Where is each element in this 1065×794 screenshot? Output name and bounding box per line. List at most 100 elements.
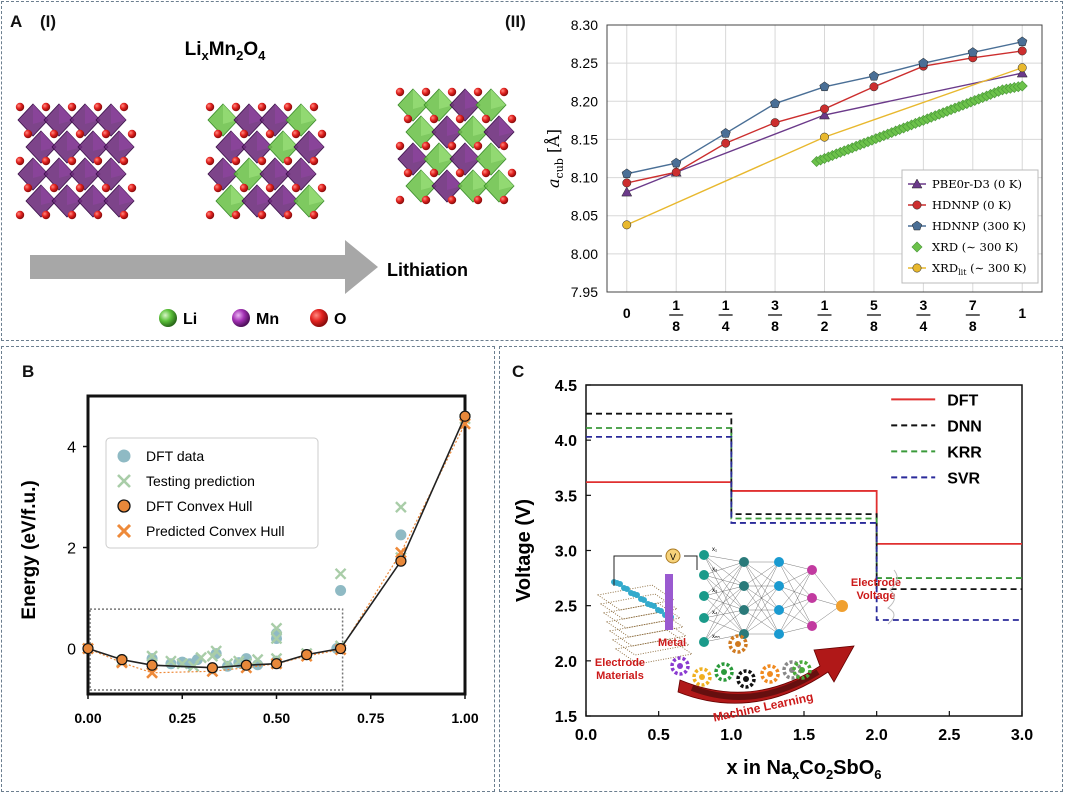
octahedron-face: [41, 185, 56, 205]
y-tick-label: 8.15: [571, 131, 598, 147]
y-axis-label: Voltage (V): [513, 499, 535, 602]
nn-connection: [703, 574, 745, 635]
y-tick-label: 1.5: [555, 709, 577, 726]
octahedron-face: [223, 104, 238, 124]
oxygen-atom: [231, 102, 241, 112]
octahedron-face: [111, 158, 126, 178]
nn-input-label: x₃: [712, 588, 718, 594]
nn-node: [807, 621, 817, 631]
electrode-voltage-label: Voltage: [857, 590, 896, 602]
panel-b: [1, 346, 495, 792]
nn-input-label: xₙₙ: [712, 634, 720, 640]
x-tick-label: 0.25: [169, 710, 196, 726]
oxygen-atom: [205, 156, 215, 166]
legend-item: PBE0r-D3 (0 K): [908, 177, 1022, 191]
octahedron-face: [439, 89, 454, 109]
x-tick-label: 2.5: [938, 727, 960, 744]
legend-label: DFT: [947, 392, 978, 409]
legend-label-main: PBE0r-D3 (0 K): [932, 177, 1022, 191]
octahedron-face: [447, 170, 462, 190]
legend-label-tail: (∼ 300 K): [966, 261, 1026, 275]
crystal-structure-partial: [205, 102, 327, 220]
nn-connection: [743, 609, 780, 635]
x-marker: [334, 567, 347, 580]
oxygen-atom: [119, 156, 129, 166]
gear-hub: [767, 671, 773, 677]
oxygen-atom: [447, 195, 457, 205]
octahedron-face: [85, 104, 100, 124]
legend-item: HDNNP (0 K): [908, 198, 1011, 212]
oxygen-atom: [49, 183, 59, 193]
ion-particle: [624, 586, 630, 592]
x-tick-numerator: 1: [722, 297, 730, 313]
oxygen-atom: [205, 210, 215, 220]
gear-icon: [760, 664, 780, 684]
octahedron-face: [119, 185, 134, 205]
voltage-step-krr: [586, 427, 1022, 579]
data-point: [820, 132, 829, 142]
octahedron-face: [231, 131, 246, 151]
octahedron-face: [257, 131, 272, 151]
voltage-step-dnn: [586, 412, 1022, 591]
gear-icon: [714, 662, 734, 682]
oxygen-atom: [283, 210, 293, 220]
x-tick-label: 1.0: [720, 727, 742, 744]
oxygen-atom: [455, 168, 465, 178]
data-point: [621, 186, 633, 197]
octahedron-face: [93, 131, 108, 151]
series-xrd-300-k-: [811, 80, 1028, 168]
nn-connection: [703, 585, 745, 597]
voltmeter-label: V: [670, 552, 676, 562]
oxygen-atom: [507, 114, 517, 124]
octahedron-face: [465, 89, 480, 109]
legend-item: SVR: [891, 470, 981, 487]
ion-particle: [651, 603, 657, 609]
series-xrd: [622, 63, 1027, 230]
nn-node: [699, 591, 709, 601]
nn-node: [699, 570, 709, 580]
y-tick-label: 2.0: [555, 654, 577, 671]
dft-hull-point: [240, 659, 252, 671]
legend-label-main: XRD (∼ 300 K): [932, 240, 1018, 254]
nn-connection: [743, 561, 780, 635]
oxygen-atom: [473, 87, 483, 97]
octahedron-face: [447, 116, 462, 136]
nn-node: [739, 581, 749, 591]
oxygen-atom: [481, 114, 491, 124]
data-point: [671, 167, 681, 177]
legend-label-sub: lit: [958, 268, 967, 277]
x-tick-label: 1.5: [793, 727, 815, 744]
data-point: [912, 200, 922, 210]
x-tick-numerator: 3: [919, 297, 927, 313]
x-tick-denominator: 8: [870, 318, 878, 334]
dft-hull-point: [270, 658, 283, 670]
nn-connection: [743, 561, 780, 611]
oxygen-atom: [213, 183, 223, 193]
formation-energy-chart: 0.00 0.25 0.50 0.75 1.00 0 2 4 Energy (eV/f.u.) D…: [19, 394, 479, 726]
x-tick-label: 0.5: [648, 727, 670, 744]
nn-node: [739, 605, 749, 615]
y-axis-label-unit: [Å]: [543, 129, 563, 158]
nn-connection: [811, 569, 841, 607]
y-tick-label: 7.95: [571, 284, 598, 300]
panel-a-sub1-label: (I): [40, 12, 57, 31]
lattice-parameter-chart: 7.95 8.00 8.05 8.10 8.15 8.20 8.25 8.30 0 1 8 1 4 3 8 1…: [543, 17, 1043, 334]
o-legend-label: O: [334, 311, 346, 328]
legend-label: Testing prediction: [146, 473, 255, 489]
legend-label: KRR: [947, 444, 982, 461]
series-dft-hull: [82, 410, 471, 674]
x-marker: [146, 650, 158, 662]
legend-label: HDNNP (0 K): [932, 198, 1011, 212]
nn-connection: [778, 569, 813, 635]
y-tick-label: 3.5: [555, 488, 577, 505]
octahedron-face: [413, 143, 428, 163]
y-tick-label: 8.00: [571, 246, 598, 262]
material-layer: [599, 593, 679, 620]
oxygen-atom: [119, 102, 129, 112]
x-tick-label: 0.0: [575, 727, 597, 744]
oxygen-atom: [265, 183, 275, 193]
electrode-voltage-label: Electrode: [851, 577, 901, 589]
legend-item: XRD (∼ 300 K): [911, 240, 1018, 254]
nn-connection: [703, 595, 745, 611]
oxygen-atom: [93, 210, 103, 220]
